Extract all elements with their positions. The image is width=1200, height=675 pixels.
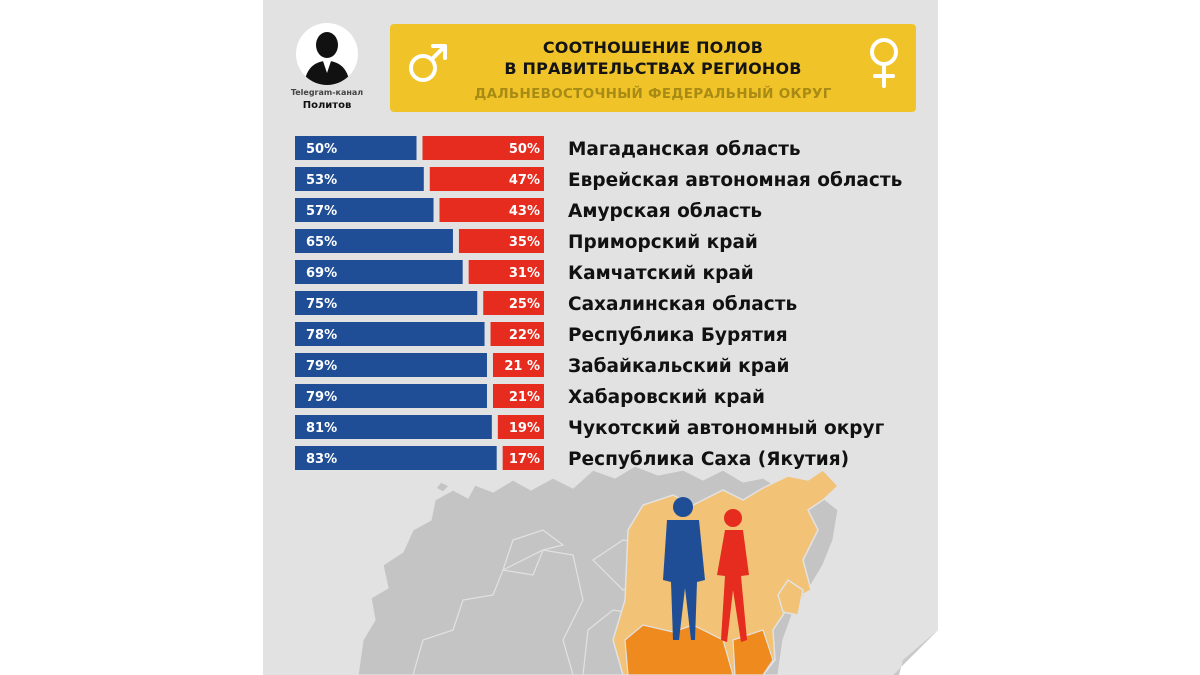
bar-male-5 [295,291,478,315]
bar-label-male-4: 69% [306,266,337,281]
russia-map-illustration [357,465,938,675]
bar-female-0 [422,136,544,160]
male-symbol-icon [409,44,447,82]
bar-male-0 [295,136,417,160]
female-symbol-icon [870,38,898,88]
region-label-8: Хабаровский край [568,387,765,408]
region-label-7: Забайкальский край [568,356,789,377]
bar-label-male-9: 81% [306,421,337,436]
bar-male-3 [295,229,453,253]
bar-male-9 [295,415,492,439]
bar-female-9 [497,415,544,439]
title-line-2: В ПРАВИТЕЛЬСТВАХ РЕГИОНОВ [504,59,802,78]
bar-label-male-2: 57% [306,204,337,219]
region-label-0: Магаданская область [568,139,801,160]
bar-female-1 [429,167,544,191]
bar-label-female-1: 47% [509,173,540,188]
man-silhouette [663,497,705,640]
bar-female-3 [458,229,544,253]
bar-male-1 [295,167,424,191]
channel-caption: Telegram-канал [290,88,364,97]
bar-label-female-8: 21% [509,390,540,405]
region-label-10: Республика Саха (Якутия) [568,449,849,470]
infographic-poster: Telegram-канал Политов СООТНОШЕНИЕ ПОЛОВ… [263,0,938,675]
channel-name: Политов [302,100,352,111]
bar-label-female-6: 22% [509,328,540,343]
bar-label-male-5: 75% [306,297,337,312]
bar-label-female-4: 31% [509,266,540,281]
bar-female-10 [502,446,544,470]
bar-label-female-10: 17% [509,452,540,467]
bar-label-female-9: 19% [509,421,540,436]
bar-female-5 [483,291,544,315]
bar-female-8 [492,384,544,408]
bar-label-female-7: 21 % [504,359,540,374]
bar-female-7 [492,353,544,377]
bar-label-male-7: 79% [306,359,337,374]
bar-label-female-0: 50% [509,142,540,157]
bar-male-4 [295,260,463,284]
bar-label-male-6: 78% [306,328,337,343]
woman-silhouette [717,509,749,642]
bar-female-2 [439,198,544,222]
bar-male-8 [295,384,487,408]
bar-label-female-2: 43% [509,204,540,219]
bar-male-6 [295,322,485,346]
title-line-1: СООТНОШЕНИЕ ПОЛОВ [542,38,764,57]
bar-label-female-3: 35% [509,235,540,250]
region-label-9: Чукотский автономный округ [568,418,885,439]
region-label-2: Амурская область [568,201,762,222]
bar-label-male-10: 83% [306,452,337,467]
bar-male-10 [295,446,497,470]
channel-avatar [296,23,358,85]
page-curl-shadow [893,630,938,675]
region-label-6: Республика Бурятия [568,325,788,346]
bar-label-female-5: 25% [509,297,540,312]
bar-male-7 [295,353,487,377]
bar-label-male-8: 79% [306,390,337,405]
region-label-3: Приморский край [568,232,758,253]
region-label-4: Камчатский край [568,263,754,284]
bar-female-6 [490,322,544,346]
bar-male-2 [295,198,434,222]
title-banner: СООТНОШЕНИЕ ПОЛОВ В ПРАВИТЕЛЬСТВАХ РЕГИО… [390,24,916,112]
region-label-1: Еврейская автономная область [568,170,902,191]
bar-female-4 [468,260,544,284]
bar-label-male-3: 65% [306,235,337,250]
subtitle: ДАЛЬНЕВОСТОЧНЫЙ ФЕДЕРАЛЬНЫЙ ОКРУГ [474,86,832,102]
region-label-5: Сахалинская область [568,294,797,315]
bar-label-male-1: 53% [306,173,337,188]
bar-label-male-0: 50% [306,142,337,157]
stacked-bar-chart: 50% 50% Магаданская область 53% 47% Еврейская… [295,136,902,470]
person-silhouette-icon [304,32,350,85]
